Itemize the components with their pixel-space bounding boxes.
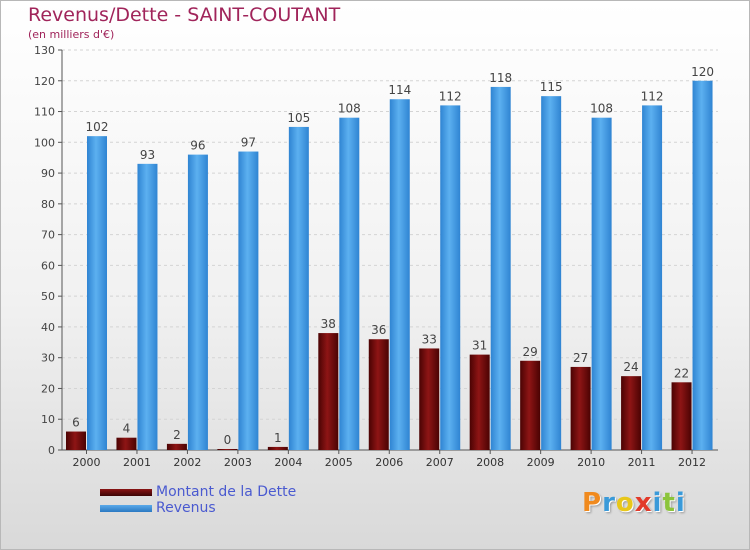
data-label-dette: 1: [274, 431, 282, 445]
data-label-revenus: 112: [641, 89, 664, 103]
data-label-dette: 0: [224, 433, 232, 447]
logo-letter: o: [615, 488, 635, 518]
data-label-dette: 27: [573, 351, 588, 365]
bar-dette: [621, 376, 642, 450]
x-tick-label: 2011: [628, 456, 656, 469]
bar-dette: [166, 443, 187, 450]
x-tick-label: 2001: [123, 456, 151, 469]
bar-revenus: [541, 96, 562, 451]
y-tick-label: 110: [34, 106, 55, 119]
data-label-dette: 22: [674, 366, 689, 380]
bar-dette: [318, 333, 339, 450]
data-label-dette: 4: [123, 422, 131, 436]
y-tick-label: 90: [41, 167, 55, 180]
y-tick-label: 30: [41, 352, 55, 365]
bar-revenus: [642, 105, 663, 450]
bar-dette: [419, 348, 440, 450]
y-tick-label: 70: [41, 229, 55, 242]
bar-dette: [671, 382, 692, 450]
logo-letter: i: [652, 488, 663, 518]
data-label-revenus: 96: [190, 139, 205, 153]
data-label-dette: 38: [321, 317, 336, 331]
bar-dette: [66, 431, 86, 450]
logo-letter: x: [634, 488, 653, 518]
bar-revenus: [137, 163, 158, 450]
bar-revenus: [591, 117, 612, 450]
data-label-dette: 33: [422, 332, 437, 346]
data-label-revenus: 118: [489, 71, 512, 85]
data-label-dette: 36: [371, 323, 386, 337]
data-label-revenus: 108: [590, 102, 613, 116]
y-tick-label: 100: [34, 136, 55, 149]
x-tick-label: 2009: [527, 456, 555, 469]
bar-dette: [217, 449, 238, 450]
bar-revenus: [238, 151, 259, 451]
bar-revenus: [288, 126, 309, 450]
x-tick-label: 2006: [375, 456, 403, 469]
bar-revenus: [490, 86, 511, 450]
data-label-dette: 2: [173, 428, 181, 442]
data-label-dette: 29: [523, 345, 538, 359]
data-label-revenus: 102: [86, 120, 109, 134]
y-tick-label: 60: [41, 259, 55, 272]
y-tick-label: 50: [41, 290, 55, 303]
data-label-dette: 6: [72, 416, 80, 430]
legend-swatch-dette: [100, 489, 152, 496]
data-label-revenus: 105: [287, 111, 310, 125]
logo-letter: r: [602, 488, 616, 518]
chart-subtitle: (en milliers d'€): [28, 28, 115, 41]
x-tick-label: 2000: [73, 456, 101, 469]
x-tick-label: 2010: [577, 456, 605, 469]
x-tick-label: 2002: [173, 456, 201, 469]
bar-revenus: [87, 136, 107, 450]
bar-dette: [570, 366, 591, 450]
bar-dette: [520, 360, 541, 450]
x-tick-label: 2004: [274, 456, 302, 469]
legend-swatch-revenus: [100, 505, 152, 512]
y-tick-label: 40: [41, 321, 55, 334]
y-tick-label: 10: [41, 413, 55, 426]
y-tick-label: 80: [41, 198, 55, 211]
logo-letter: i: [675, 488, 686, 518]
bar-dette: [469, 354, 490, 450]
data-label-revenus: 97: [241, 136, 256, 150]
data-label-dette: 24: [623, 360, 638, 374]
legend-label-dette: Montant de la Dette: [156, 484, 297, 500]
data-label-dette: 31: [472, 339, 487, 353]
bar-revenus: [389, 99, 410, 450]
bars: [66, 80, 713, 451]
data-label-revenus: 114: [388, 83, 411, 97]
y-tick-label: 120: [34, 75, 55, 88]
bar-dette: [368, 339, 389, 450]
x-tick-label: 2007: [426, 456, 454, 469]
data-label-revenus: 115: [540, 80, 563, 94]
data-label-revenus: 93: [140, 148, 155, 162]
proxiti-logo: Proxiti: [582, 488, 686, 518]
bar-revenus: [692, 80, 713, 451]
bar-revenus: [339, 117, 360, 450]
y-tick-label: 130: [34, 44, 55, 57]
data-label-revenus: 108: [338, 102, 361, 116]
data-label-revenus: 112: [439, 89, 462, 103]
bar-revenus: [440, 105, 461, 450]
logo-letter: P: [582, 488, 603, 518]
x-tick-label: 2005: [325, 456, 353, 469]
legend-label-revenus: Revenus: [156, 500, 216, 516]
logo-letter: t: [662, 488, 676, 518]
x-tick-label: 2008: [476, 456, 504, 469]
y-tick-label: 20: [41, 382, 55, 395]
bar-dette: [116, 437, 137, 450]
data-label-revenus: 120: [691, 65, 714, 79]
labels: 0102030405060708090100110120130610220004…: [34, 44, 714, 469]
x-tick-label: 2012: [678, 456, 706, 469]
bar-dette: [267, 446, 288, 450]
chart-title: Revenus/Dette - SAINT-COUTANT: [28, 4, 341, 26]
y-tick-label: 0: [48, 444, 55, 457]
x-tick-label: 2003: [224, 456, 252, 469]
bar-revenus: [187, 154, 208, 450]
